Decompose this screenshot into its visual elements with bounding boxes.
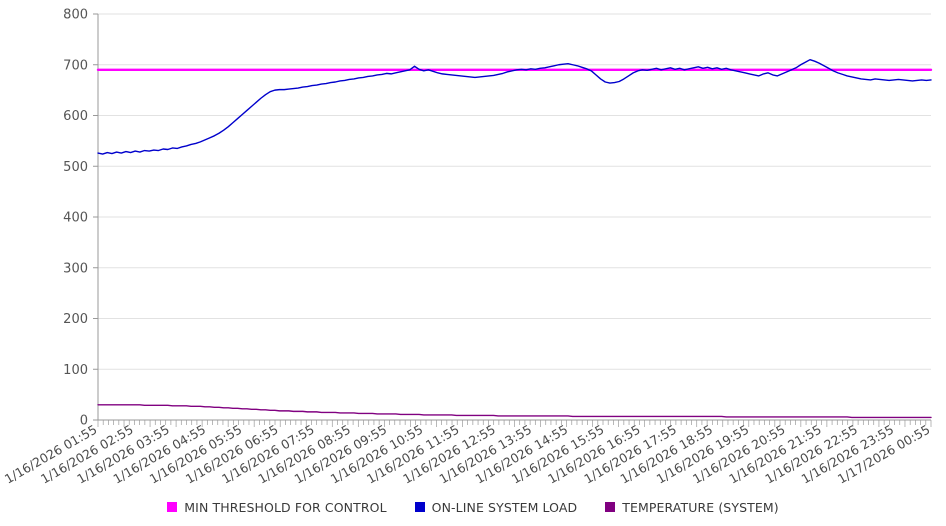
legend-item-min-threshold-for-control[interactable]: MIN THRESHOLD FOR CONTROL bbox=[167, 499, 387, 515]
chart-canvas: 0 100 200 300 400 500 600 700 800 1/16/2026 01:5… bbox=[2, 8, 933, 487]
legend-label-min-threshold-for-control: MIN THRESHOLD FOR CONTROL bbox=[184, 499, 387, 515]
y-tick-label: 200 bbox=[63, 312, 88, 327]
legend-item-temperature-system[interactable]: TEMPERATURE (SYSTEM) bbox=[605, 499, 779, 515]
y-tick-label: 700 bbox=[63, 58, 88, 73]
y-tick-labels: 0 100 200 300 400 500 600 700 800 bbox=[63, 8, 88, 429]
y-tick-marks bbox=[93, 13, 98, 421]
data-series-layer bbox=[96, 58, 933, 419]
legend-label-on-line-system-load: ON-LINE SYSTEM LOAD bbox=[431, 499, 578, 515]
x-tick-labels: 1/16/2026 01:551/16/2026 02:551/16/2026 … bbox=[2, 422, 933, 487]
series-line-on-line-system-load bbox=[97, 58, 932, 155]
chart-legend: MIN THRESHOLD FOR CONTROL ON-LINE SYSTEM… bbox=[0, 496, 946, 518]
y-tick-label: 600 bbox=[63, 109, 88, 124]
legend-swatch-on-line-system-load bbox=[414, 502, 425, 512]
legend-swatch-min-threshold-for-control bbox=[167, 502, 178, 512]
x-tick-marks bbox=[97, 420, 932, 427]
y-tick-label: 400 bbox=[63, 211, 88, 226]
y-tick-label: 800 bbox=[63, 8, 88, 23]
legend-swatch-temperature-system bbox=[605, 502, 616, 512]
y-tick-label: 0 bbox=[80, 414, 88, 429]
y-tick-label: 500 bbox=[63, 160, 88, 175]
series-line-temperature-system bbox=[97, 404, 932, 419]
legend-label-temperature-system: TEMPERATURE (SYSTEM) bbox=[622, 499, 779, 515]
legend-item-on-line-system-load[interactable]: ON-LINE SYSTEM LOAD bbox=[414, 499, 578, 515]
y-tick-label: 300 bbox=[63, 261, 88, 276]
y-tick-label: 100 bbox=[63, 363, 88, 378]
